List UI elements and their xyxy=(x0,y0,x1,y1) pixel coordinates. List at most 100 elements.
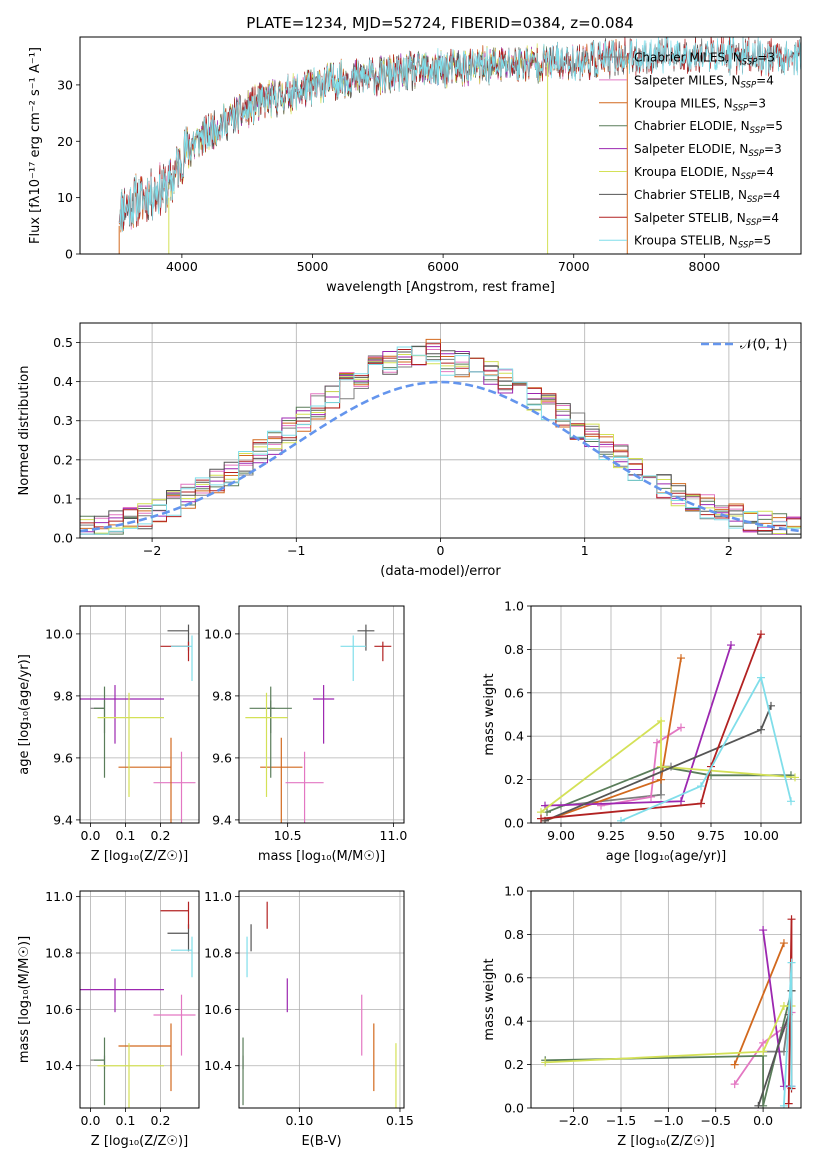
x-tick-label: 6000 xyxy=(427,259,459,274)
y-tick-label: 10.8 xyxy=(45,946,73,961)
weight-marker xyxy=(759,1038,768,1047)
y-tick-label: 0.6 xyxy=(504,970,524,985)
y-tick-label: 20 xyxy=(57,134,73,149)
x-axis-label: Z [log₁₀(Z/Z☉)] xyxy=(91,849,188,864)
y-tick-label: 9.4 xyxy=(53,812,73,827)
x-tick-label: −1.0 xyxy=(653,1113,683,1128)
y-tick-label: 0.5 xyxy=(53,335,73,350)
y-tick-label: 0.1 xyxy=(53,491,73,506)
x-tick-label: 0.0 xyxy=(81,828,101,843)
weight-marker xyxy=(779,939,788,948)
legend-label: Chabrier MILES, NSSP=3 xyxy=(634,51,775,68)
weight-marker xyxy=(657,775,665,784)
y-tick-label: 0.0 xyxy=(53,531,73,546)
x-tick-label: −0.5 xyxy=(701,1113,731,1128)
y-tick-label: 1.0 xyxy=(504,884,524,899)
y-tick-label: 0.8 xyxy=(504,927,524,942)
legend-label: 𝒩(0, 1) xyxy=(740,338,787,353)
y-tick-label: 0.4 xyxy=(53,374,73,389)
histogram-salpeter_stelib xyxy=(80,343,801,535)
y-tick-label: 0.2 xyxy=(53,452,73,467)
weight-marker xyxy=(779,1101,788,1108)
y-tick-label: 10.8 xyxy=(204,946,232,961)
x-tick-label: −2 xyxy=(143,543,161,558)
spectrum-series-kroupa_stelib xyxy=(118,37,801,233)
age_vs_mass-plot-area xyxy=(239,606,404,823)
weight-marker xyxy=(787,1082,796,1091)
weight-line-salpeter_stelib xyxy=(540,633,762,820)
axes-frame xyxy=(79,36,802,255)
weight-marker xyxy=(757,630,765,639)
weight_vs_Z-plot-area xyxy=(531,891,801,1108)
weight-marker xyxy=(653,738,661,747)
axes-frame xyxy=(238,605,405,824)
x-tick-label: 0.2 xyxy=(151,828,171,843)
y-tick-label: 9.8 xyxy=(212,688,232,703)
x-tick-label: 0.1 xyxy=(116,1113,136,1128)
y-tick-label: 10.0 xyxy=(204,626,232,641)
weight_vs_age-plot-area xyxy=(531,606,801,823)
x-tick-label: 0.10 xyxy=(285,1113,313,1128)
y-axis-label: Flux [fλ10⁻¹⁷ erg cm⁻² s⁻¹ A⁻¹] xyxy=(28,47,43,244)
x-tick-label: 9.75 xyxy=(697,828,725,843)
y-tick-label: 0.2 xyxy=(504,772,524,787)
x-axis-label: Z [log₁₀(Z/Z☉)] xyxy=(617,1134,714,1149)
y-tick-label: 9.6 xyxy=(212,750,232,765)
x-tick-label: 0.1 xyxy=(116,828,136,843)
x-tick-label: −1 xyxy=(287,543,305,558)
weight-marker xyxy=(779,1002,788,1011)
weight-marker xyxy=(697,782,705,791)
y-tick-label: 0.3 xyxy=(53,413,73,428)
residuals-plot-area xyxy=(80,323,801,538)
mass_vs_Z-plot-area xyxy=(80,891,199,1108)
weight-marker xyxy=(677,723,685,732)
axes-frame xyxy=(79,322,802,539)
weight-marker xyxy=(787,958,796,967)
weight-marker xyxy=(537,814,545,823)
axes-frame xyxy=(530,605,802,824)
weight-marker xyxy=(787,797,795,806)
x-tick-label: 0.0 xyxy=(81,1113,101,1128)
y-tick-label: 10.6 xyxy=(45,1002,73,1017)
y-tick-label: 0.0 xyxy=(504,816,524,831)
weight-line-chabrier_elodie xyxy=(546,765,791,813)
age_vs_Z-plot-area xyxy=(80,606,199,823)
x-tick-label: 2 xyxy=(725,543,733,558)
y-axis-label: mass weight xyxy=(482,673,497,755)
x-tick-label: 0.2 xyxy=(151,1113,171,1128)
y-tick-label: 0.0 xyxy=(504,1101,524,1116)
weight-marker xyxy=(541,1058,550,1067)
axes-frame xyxy=(79,890,200,1109)
spectrum-plot-area xyxy=(118,37,801,254)
y-axis-label: age [log₁₀(age/yr)] xyxy=(17,654,32,775)
x-axis-label: E(B-V) xyxy=(301,1134,341,1149)
gaussian-curve xyxy=(80,380,801,533)
weight_vs_age-panel: 9.00 9.25 9.50 9.75 10.00 0.0 0.2 0.4 0.6 0.8 1.0 a… xyxy=(482,599,802,864)
y-tick-label: 30 xyxy=(57,77,73,92)
weight-line-kroupa_stelib xyxy=(620,675,792,822)
legend-label: Salpeter STELIB, NSSP=4 xyxy=(634,211,779,228)
y-tick-label: 9.6 xyxy=(53,750,73,765)
x-tick-label: 0.0 xyxy=(753,1113,773,1128)
mass_vs_Z-panel: 0.0 0.1 0.2 10.4 10.6 10.8 11.0 Z [log₁₀(Z/Z☉)]… xyxy=(17,889,200,1149)
weight-marker xyxy=(647,792,655,801)
y-tick-label: 10.0 xyxy=(45,626,73,641)
weight-marker xyxy=(657,717,665,726)
y-axis-label: Normed distribution xyxy=(17,366,32,496)
weight-marker xyxy=(677,654,685,663)
age_vs_Z-panel: 0.0 0.1 0.2 9.4 9.6 9.8 10.0 Z [log₁₀(Z/Z☉)] age… xyxy=(17,605,200,864)
weight_vs_Z-panel: −2.0 −1.5 −1.0 −0.5 0.0 0.0 0.2 0.4 0.6 0.8 1.0 Z [… xyxy=(482,884,802,1149)
age_vs_mass-panel: 10.5 11.0 9.4 9.6 9.8 10.0 mass [log₁₀(M/M☉)] xyxy=(204,605,407,864)
residuals-panel: −2 −1 0 1 2 0.0 0.1 0.2 0.3 0.4 0.5 (data-model)/er… xyxy=(17,322,802,579)
y-tick-label: 10.6 xyxy=(204,1002,232,1017)
x-axis-label: mass [log₁₀(M/M☉)] xyxy=(258,849,385,864)
y-tick-label: 10 xyxy=(57,190,73,205)
legend-label: Kroupa ELODIE, NSSP=4 xyxy=(634,165,774,182)
weight-marker xyxy=(791,773,799,782)
y-tick-label: 11.0 xyxy=(45,889,73,904)
weight-marker xyxy=(754,1101,763,1108)
x-tick-label: 5000 xyxy=(297,259,329,274)
x-tick-label: 9.50 xyxy=(647,828,675,843)
axes-frame xyxy=(530,890,802,1109)
